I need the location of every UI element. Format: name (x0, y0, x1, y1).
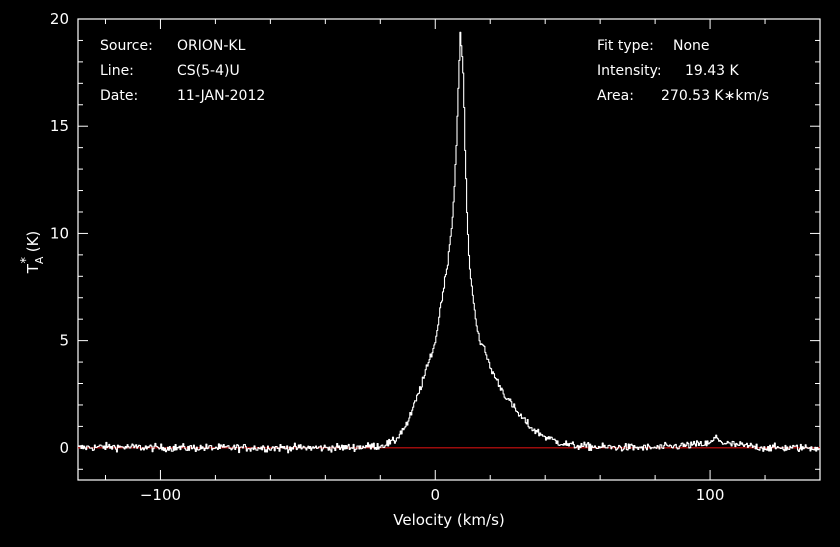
y-tick-label: 0 (59, 439, 69, 457)
area-key: Area: (597, 88, 634, 104)
x-tick-label: 100 (696, 486, 725, 504)
y-axis-label: TA* (K) (19, 231, 46, 275)
line-value: CS(5-4)U (177, 63, 240, 79)
intensity-key: Intensity: (597, 63, 662, 79)
x-axis-label: Velocity (km/s) (393, 511, 504, 529)
fit-type-value: None (673, 38, 710, 54)
axis-ticks (78, 18, 821, 480)
source-key: Source: (100, 38, 153, 54)
y-tick-label: 5 (59, 332, 69, 350)
intensity-value: 19.43 K (685, 63, 740, 79)
y-tick-label: 10 (50, 224, 69, 242)
y-axis-label-main: T (24, 263, 42, 274)
date-key: Date: (100, 88, 138, 104)
line-key: Line: (100, 63, 134, 79)
axis-tick-labels: −100 0 100 0 5 10 15 20 (50, 10, 724, 504)
source-value: ORION-KL (177, 38, 246, 54)
spectrum-line (78, 31, 821, 454)
y-axis-label-sup: * (19, 257, 34, 264)
y-tick-label: 15 (50, 117, 69, 135)
y-axis-label-unit: (K) (24, 231, 42, 257)
svg-text:TA* (K): TA* (K) (19, 231, 46, 275)
x-tick-label: 0 (430, 486, 440, 504)
area-value: 270.53 K∗km/s (661, 88, 769, 104)
x-tick-label: −100 (140, 486, 181, 504)
fit-type-key: Fit type: (597, 38, 654, 54)
date-value: 11-JAN-2012 (177, 88, 265, 104)
y-tick-label: 20 (50, 10, 69, 28)
plot-frame (77, 18, 821, 481)
y-axis-label-sub: A (33, 256, 46, 264)
